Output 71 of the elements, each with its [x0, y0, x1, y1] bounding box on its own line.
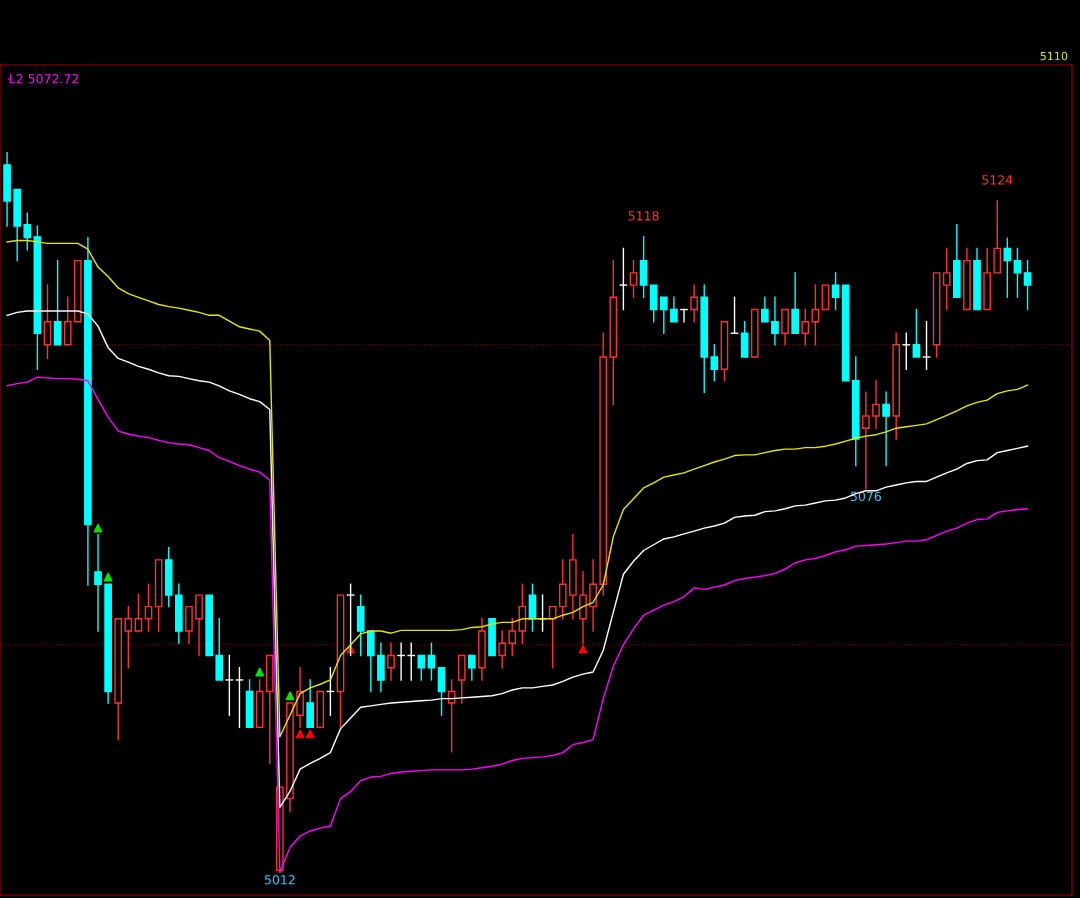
candlestick [599, 332, 608, 596]
candlestick [154, 559, 163, 632]
candlestick [437, 667, 446, 716]
candlestick [942, 247, 951, 311]
candlestick [114, 618, 123, 741]
candlestick [286, 702, 294, 813]
candlestick [84, 236, 92, 586]
annotation: 5076 [850, 491, 881, 502]
candlestick [983, 247, 991, 311]
candlestick [781, 308, 789, 346]
candlestick [791, 272, 799, 334]
candlestick [478, 618, 486, 681]
candlestick [94, 533, 102, 632]
legend-label: L2 5072.72 [9, 73, 79, 84]
candlestick [579, 571, 587, 644]
candlestick [53, 259, 62, 346]
candlestick [963, 247, 971, 311]
candlestick [912, 308, 921, 358]
text: 5110 [1040, 51, 1068, 61]
candlestick [195, 594, 203, 657]
candlestick [73, 259, 82, 323]
point [93, 523, 103, 533]
candlestick [569, 533, 577, 620]
point [103, 572, 113, 582]
candlestick [387, 642, 395, 681]
candlestick [993, 200, 1002, 274]
candlestick [377, 642, 385, 693]
candlestick [13, 188, 22, 262]
candlestick [659, 296, 668, 334]
candlestick [851, 356, 860, 467]
point [255, 667, 265, 677]
candlestick [952, 223, 961, 299]
candlestick [841, 284, 850, 382]
candlestick [63, 296, 72, 346]
candlestick [872, 380, 880, 429]
point [285, 691, 295, 701]
point [295, 729, 305, 739]
candlestick [205, 594, 213, 657]
candlestick [761, 296, 769, 323]
candlestick [619, 247, 628, 311]
candlestick [973, 247, 981, 311]
candlestick [175, 583, 183, 644]
candlestick [609, 259, 618, 406]
candlestick [3, 152, 11, 227]
candlestick [670, 296, 678, 323]
candlestick [750, 308, 759, 358]
candlestick [771, 296, 779, 346]
candlestick [488, 618, 496, 657]
candlestick [134, 593, 143, 632]
candlestick [316, 690, 325, 729]
candlestick [821, 284, 830, 311]
candlestick [225, 654, 234, 716]
candlestick [265, 654, 274, 765]
candlestick [104, 583, 112, 704]
candlestick [862, 391, 870, 490]
candlestick [468, 654, 476, 681]
annotation: 5012 [264, 874, 295, 885]
annotation: 5124 [982, 175, 1013, 185]
candlestick [215, 618, 224, 681]
candlestick [185, 605, 193, 644]
candlestick [306, 679, 315, 729]
candlestick [589, 559, 597, 632]
candlestick [457, 654, 466, 704]
candlestick [366, 630, 375, 693]
annotation: 5118 [628, 211, 659, 221]
candlestick [690, 284, 698, 323]
candlestick [882, 391, 890, 467]
point [578, 644, 588, 654]
candlestick [498, 630, 506, 669]
point [305, 729, 315, 739]
candlestick [296, 667, 304, 729]
